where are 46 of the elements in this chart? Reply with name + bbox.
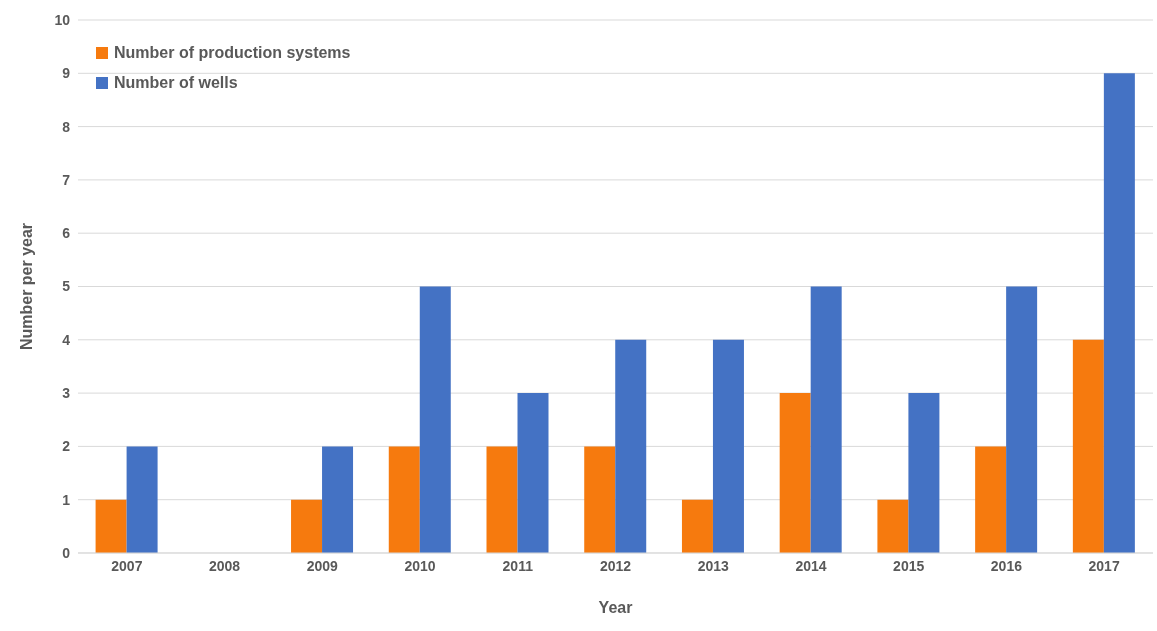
y-tick-label: 0 xyxy=(62,544,71,561)
x-tick-label: 2008 xyxy=(209,557,241,574)
y-tick-label: 8 xyxy=(62,118,71,135)
bar xyxy=(419,286,451,553)
x-tick-label: 2014 xyxy=(795,557,827,574)
x-tick-label: 2012 xyxy=(599,557,632,574)
bar xyxy=(712,339,744,553)
y-tick-label: 2 xyxy=(62,438,71,455)
bar xyxy=(810,286,842,553)
y-tick-label: 10 xyxy=(54,11,71,28)
bar xyxy=(681,499,713,553)
x-axis-title: Year xyxy=(598,599,633,616)
x-tick-label: 2016 xyxy=(990,557,1023,574)
bar xyxy=(908,393,940,553)
bar xyxy=(1072,339,1104,553)
y-tick-label: 7 xyxy=(62,171,71,188)
y-tick-label: 4 xyxy=(62,331,71,348)
bar xyxy=(779,393,811,553)
x-tick-label: 2013 xyxy=(697,557,730,574)
bar xyxy=(975,446,1007,553)
y-tick-label: 9 xyxy=(62,65,71,82)
x-tick-label: 2009 xyxy=(306,557,339,574)
bar xyxy=(1103,73,1135,553)
bar xyxy=(877,499,909,553)
bar xyxy=(584,446,616,553)
y-tick-label: 3 xyxy=(62,385,71,402)
bar xyxy=(291,499,323,553)
x-tick-label: 2007 xyxy=(111,557,143,574)
x-tick-label: 2017 xyxy=(1088,557,1120,574)
y-tick-label: 6 xyxy=(62,225,71,242)
bar xyxy=(1006,286,1038,553)
x-tick-label: 2015 xyxy=(893,557,925,574)
bar xyxy=(517,393,549,553)
bar xyxy=(126,446,158,553)
y-tick-label: 5 xyxy=(62,278,71,295)
bar xyxy=(95,499,127,553)
bar xyxy=(388,446,420,553)
legend-label: Number of wells xyxy=(114,73,238,93)
legend-label: Number of production systems xyxy=(114,43,351,63)
x-tick-label: 2010 xyxy=(404,557,436,574)
bar xyxy=(322,446,354,553)
x-tick-label: 2011 xyxy=(502,557,534,574)
bar xyxy=(615,339,647,553)
bar xyxy=(486,446,518,553)
y-axis-title: Number per year xyxy=(17,222,35,351)
y-tick-label: 1 xyxy=(62,491,71,508)
